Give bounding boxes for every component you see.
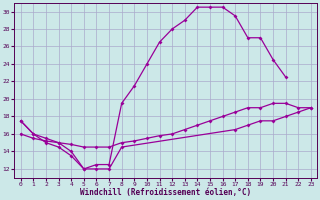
X-axis label: Windchill (Refroidissement éolien,°C): Windchill (Refroidissement éolien,°C) — [80, 188, 252, 197]
